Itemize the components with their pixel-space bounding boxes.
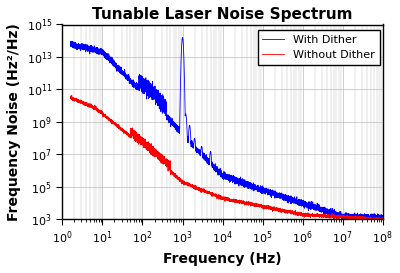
With Dither xyxy=(180,36,185,39)
Without Dither xyxy=(380,218,385,221)
Title: Tunable Laser Noise Spectrum: Tunable Laser Noise Spectrum xyxy=(92,7,353,22)
Without Dither xyxy=(69,94,74,97)
Without Dither xyxy=(125,132,130,135)
Legend: With Dither, Without Dither: With Dither, Without Dither xyxy=(258,30,380,65)
Without Dither xyxy=(335,218,340,221)
With Dither xyxy=(380,217,385,220)
Without Dither xyxy=(301,214,306,217)
With Dither xyxy=(140,80,145,83)
With Dither xyxy=(144,79,149,82)
Without Dither xyxy=(255,202,260,206)
With Dither xyxy=(68,43,73,46)
X-axis label: Frequency (Hz): Frequency (Hz) xyxy=(163,252,282,266)
Without Dither xyxy=(325,215,330,219)
With Dither xyxy=(378,217,383,220)
Y-axis label: Frequency Noise (Hz²/Hz): Frequency Noise (Hz²/Hz) xyxy=(7,23,21,221)
With Dither xyxy=(142,83,147,86)
Without Dither xyxy=(271,207,276,210)
Without Dither xyxy=(187,183,192,186)
Without Dither xyxy=(68,96,73,99)
Text: THORLABS: THORLABS xyxy=(287,34,332,43)
Line: With Dither: With Dither xyxy=(70,37,383,219)
Line: Without Dither: Without Dither xyxy=(70,96,383,219)
With Dither xyxy=(208,150,213,153)
With Dither xyxy=(186,135,190,138)
With Dither xyxy=(340,218,344,221)
